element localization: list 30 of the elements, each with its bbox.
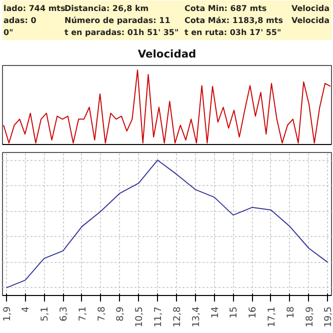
- x-tick-label: 12,8: [172, 306, 183, 328]
- x-tick-label: 7,1: [77, 306, 88, 322]
- x-tick-label: 8,9: [115, 306, 126, 322]
- x-tick-label: 18,9: [304, 306, 316, 328]
- text: t en ruta: 03h 17' 55": [184, 28, 282, 37]
- x-tick-label: 11,7: [153, 306, 164, 328]
- x-tick-label: 15: [228, 306, 240, 318]
- x-tick-label: 10,5: [134, 306, 146, 328]
- x-tick-label: 14: [210, 306, 221, 318]
- x-tick-label: 17,1: [266, 306, 278, 328]
- text: Cota Máx: 1183,8 mts: [184, 16, 284, 25]
- x-tick-label: 4: [20, 306, 32, 312]
- chart-title: Velocidad: [138, 48, 196, 60]
- text: Distancia: 26,8 km: [64, 4, 149, 13]
- x-tick-label: 16: [248, 306, 259, 318]
- text: Número de paradas: 11: [64, 16, 171, 25]
- text: 0": [4, 28, 14, 37]
- x-tick-label: 5,1: [40, 306, 51, 322]
- x-tick-label: 18: [285, 306, 296, 318]
- text: adas: 0: [4, 16, 37, 25]
- text: Velocida: [292, 16, 330, 25]
- x-tick-label: 1,9: [2, 306, 13, 322]
- x-tick-label: 19,5: [323, 306, 333, 328]
- text: t en paradas: 01h 51' 35": [64, 28, 179, 37]
- text: Velocida: [292, 4, 330, 13]
- x-tick-label: 7,8: [96, 306, 108, 322]
- x-tick-label: 6,3: [58, 306, 70, 322]
- text: lado: 744 mts: [4, 4, 66, 13]
- text: Cota Min: 687 mts: [184, 4, 267, 13]
- x-tick-label: 13,4: [190, 306, 202, 328]
